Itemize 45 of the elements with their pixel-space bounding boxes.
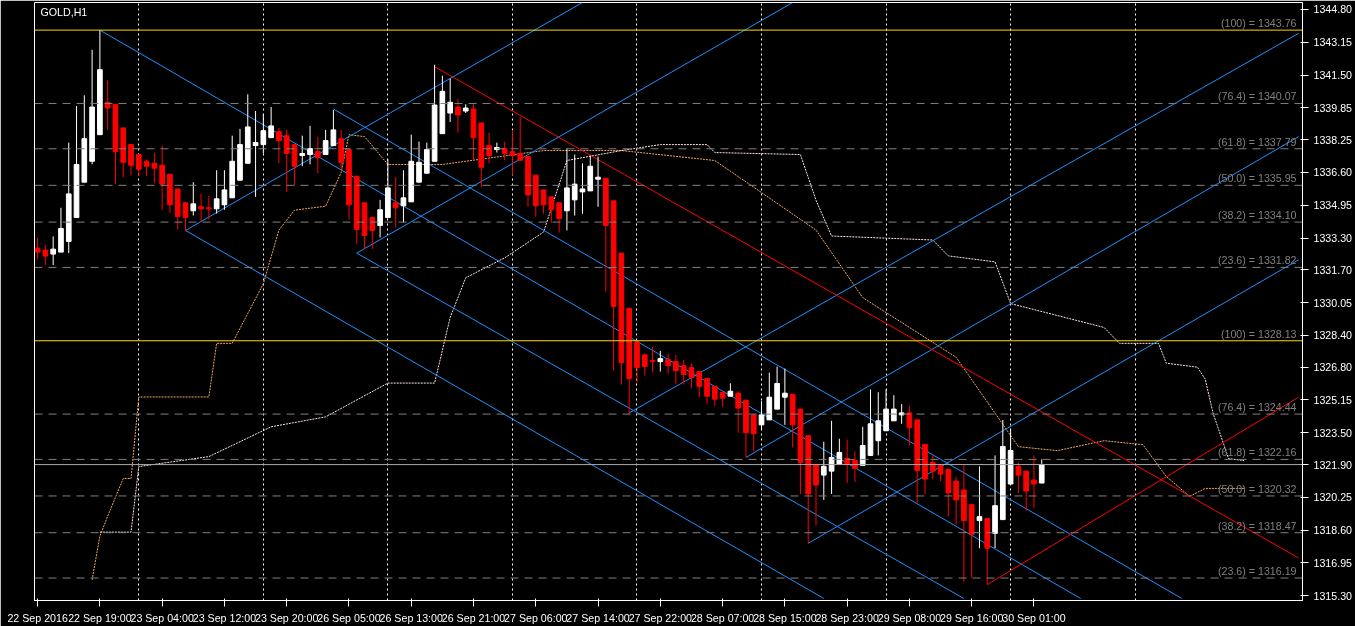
ref-line-label: (38.2) = 1334.10 (1218, 209, 1297, 222)
ref-line-label: (100) = 1328.13 (1220, 327, 1297, 340)
y-tick-label: 1315.30 (1313, 589, 1353, 602)
ref-line-label: (76.4) = 1340.07 (1218, 90, 1297, 103)
x-tick-label: 23 Sep 04:00 (130, 611, 194, 624)
x-tick-label: 28 Sep 07:00 (690, 611, 755, 624)
x-tick-label: 29 Sep 08:00 (877, 611, 942, 624)
chart-title: GOLD,H1 (40, 5, 88, 18)
x-tick-label: 26 Sep 21:00 (441, 611, 506, 624)
y-tick-label: 1334.95 (1313, 199, 1353, 212)
x-tick-label: 28 Sep 23:00 (815, 611, 879, 624)
x-tick-label: 22 Sep 19:00 (68, 611, 132, 624)
y-tick-label: 1328.40 (1313, 329, 1353, 342)
x-tick-label: 27 Sep 06:00 (504, 611, 568, 624)
y-tick-label: 1339.85 (1313, 101, 1353, 114)
x-tick-label: 28 Sep 15:00 (753, 611, 817, 624)
y-tick-label: 1331.70 (1313, 263, 1353, 276)
x-tick-label: 23 Sep 12:00 (192, 611, 257, 624)
ref-line-label: (23.6) = 1331.82 (1218, 254, 1297, 267)
x-tick-label: 27 Sep 14:00 (566, 611, 630, 624)
x-tick-label: 22 Sep 2016 (7, 611, 68, 624)
ref-line-label: (61.8) = 1322.16 (1218, 446, 1297, 459)
y-tick-label: 1343.15 (1313, 36, 1353, 49)
x-tick-label: 29 Sep 16:00 (939, 611, 1004, 624)
ref-line-label: (100) = 1343.76 (1220, 17, 1297, 30)
y-tick-label: 1318.60 (1313, 524, 1353, 537)
y-tick-label: 1316.95 (1313, 556, 1353, 569)
y-tick-label: 1321.90 (1313, 458, 1353, 471)
y-tick-label: 1338.25 (1313, 133, 1353, 146)
y-tick-label: 1330.05 (1313, 296, 1353, 309)
y-tick-label: 1320.25 (1313, 491, 1353, 504)
x-tick-label: 26 Sep 05:00 (317, 611, 381, 624)
y-tick-label: 1323.50 (1313, 426, 1353, 439)
y-tick-label: 1344.80 (1313, 3, 1353, 16)
x-tick-label: 23 Sep 20:00 (255, 611, 319, 624)
y-tick-label: 1325.15 (1313, 393, 1353, 406)
y-tick-label: 1326.80 (1313, 361, 1353, 374)
y-tick-label: 1336.60 (1313, 166, 1353, 179)
x-tick-label: 26 Sep 13:00 (379, 611, 444, 624)
x-tick-label: 30 Sep 01:00 (1002, 611, 1066, 624)
y-tick-label: 1333.30 (1313, 232, 1353, 244)
y-tick-label: 1341.50 (1313, 69, 1353, 82)
ref-line-label: (38.2) = 1318.47 (1218, 519, 1297, 532)
x-tick-label: 27 Sep 22:00 (628, 611, 693, 624)
ref-line-label: (23.6) = 1316.19 (1218, 565, 1297, 578)
